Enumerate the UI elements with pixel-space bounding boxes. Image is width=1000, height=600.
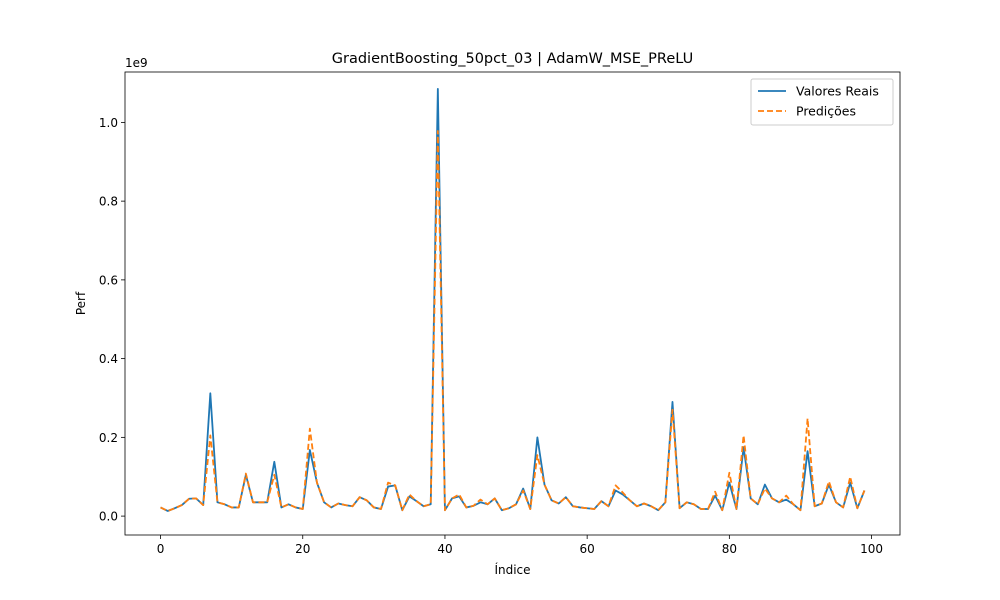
- x-tick-label: 0: [157, 542, 165, 556]
- legend: Valores Reais Predições: [750, 78, 894, 126]
- y-tick-label: 0.4: [99, 352, 118, 366]
- x-tick-label: 20: [295, 542, 310, 556]
- x-axis-label: Índice: [494, 562, 530, 577]
- y-tick-label: 0.6: [99, 273, 118, 287]
- y-axis: 0.0 0.2 0.4 0.6 0.8 1.0: [99, 116, 125, 524]
- plot-frame: [124, 71, 901, 536]
- y-tick-label: 0.2: [99, 431, 118, 445]
- plot-area: [125, 72, 900, 535]
- series-line-predicoes: [160, 130, 866, 512]
- x-axis: 0 20 40 60 80 100: [157, 535, 883, 556]
- x-tick-label: 80: [722, 542, 737, 556]
- y-offset-label: 1e9: [125, 56, 148, 70]
- y-tick-label: 1.0: [99, 116, 118, 130]
- legend-label-predicoes: Predições: [796, 104, 856, 119]
- y-axis-label: Perf: [74, 291, 88, 315]
- series-lines: [160, 88, 866, 512]
- x-tick-label: 60: [580, 542, 595, 556]
- y-tick-label: 0.0: [99, 510, 118, 524]
- legend-box: [750, 78, 894, 126]
- legend-label-valores-reais: Valores Reais: [796, 84, 879, 99]
- x-tick-label: 100: [860, 542, 883, 556]
- x-tick-label: 40: [437, 542, 452, 556]
- chart-title: GradientBoosting_50pct_03 | AdamW_MSE_PR…: [332, 51, 693, 67]
- y-tick-label: 0.8: [99, 195, 118, 209]
